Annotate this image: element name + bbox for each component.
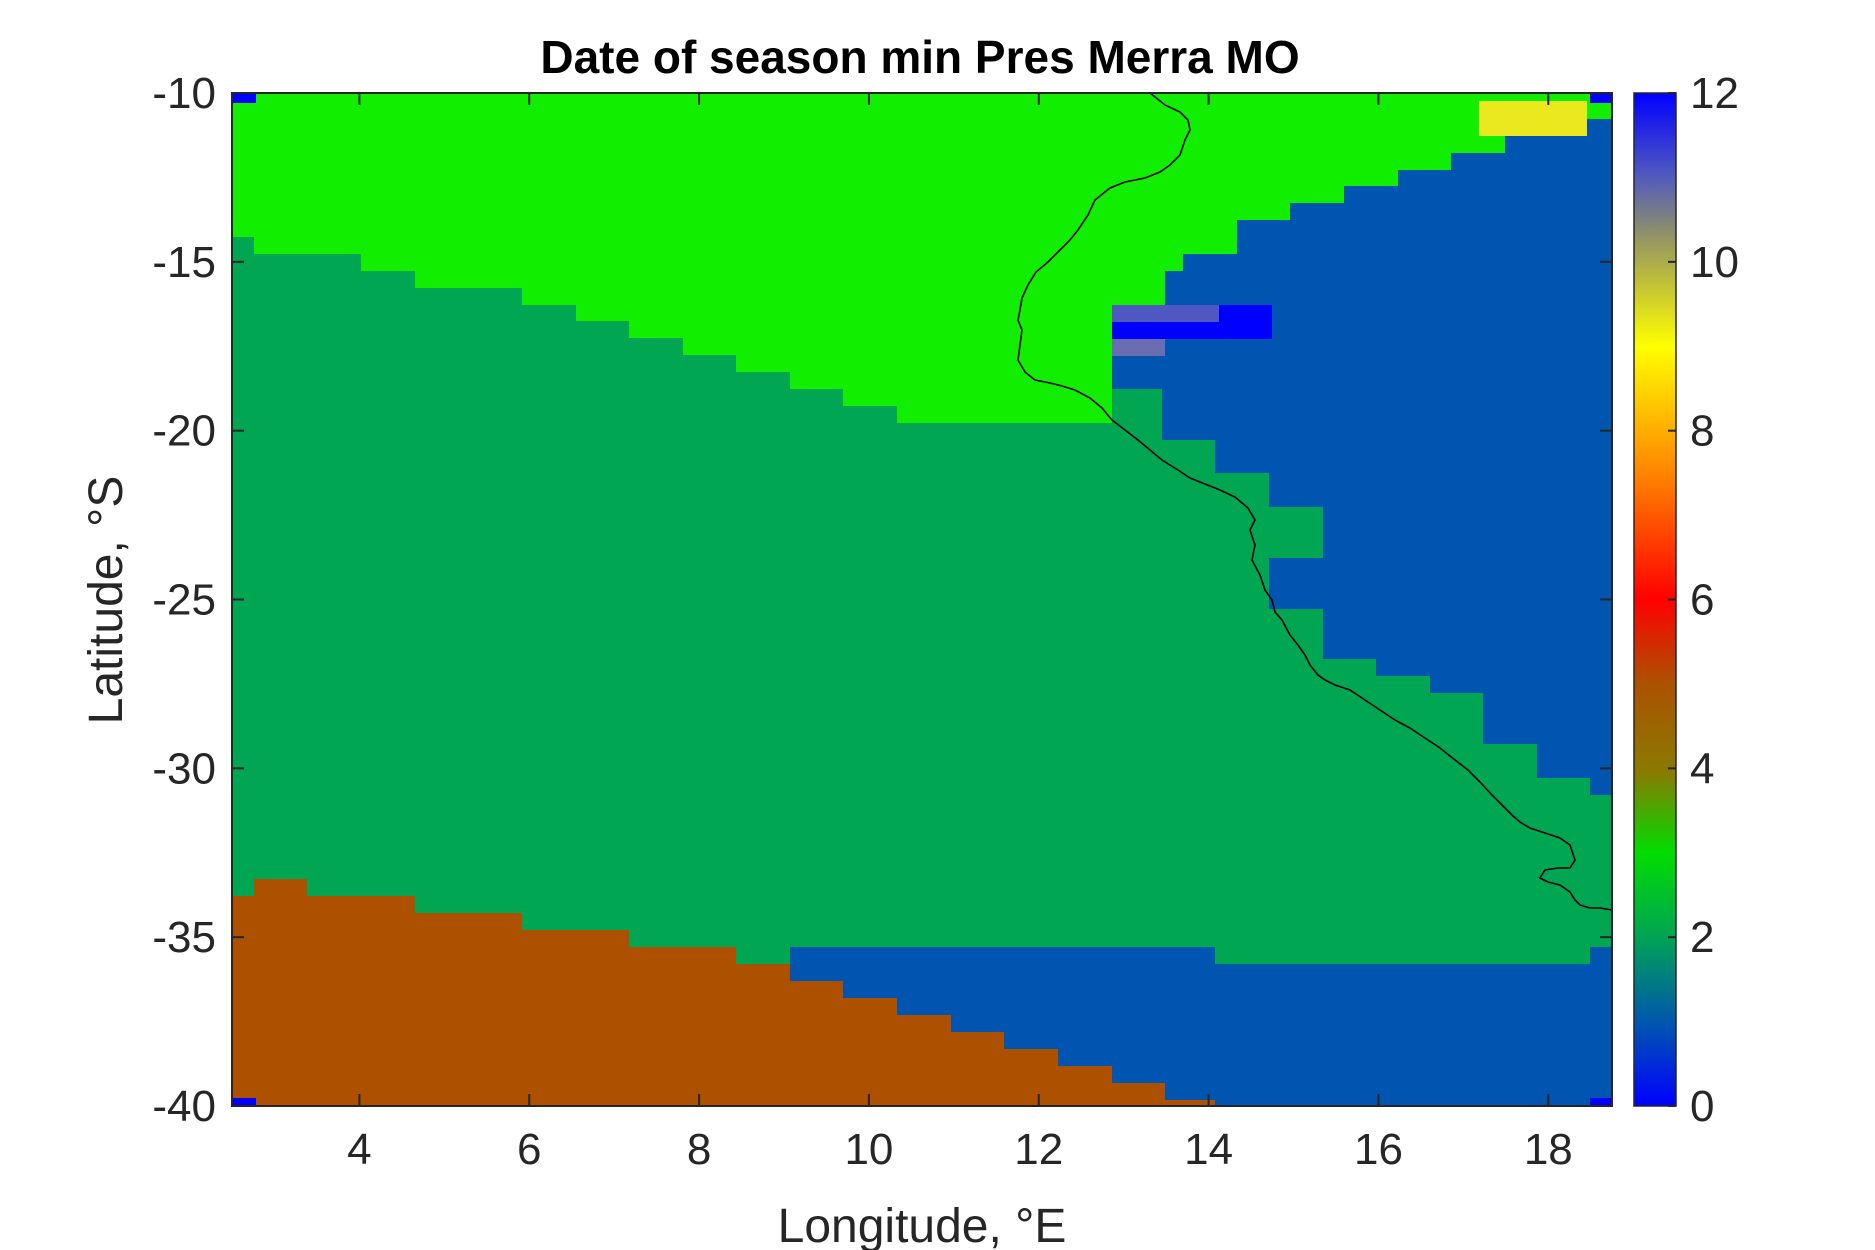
heatmap-area (232, 92, 1613, 1106)
cell-corner-blue-bl (232, 1098, 256, 1106)
region-north-plume (232, 93, 1612, 423)
coastline (1017, 92, 1613, 911)
x-tick-label: 8 (687, 1125, 711, 1174)
colorbar-tick-label: 10 (1690, 238, 1739, 287)
region-east-land (1112, 119, 1612, 795)
cell-special-purple (1112, 305, 1219, 322)
colorbar-tick-label: 12 (1690, 69, 1739, 118)
x-tick-label: 4 (347, 1125, 371, 1174)
x-axis-label: Longitude, °E (778, 1200, 1067, 1250)
y-tick-label: -40 (152, 1082, 216, 1131)
y-tick-label: -25 (152, 576, 216, 625)
colorbar-tick-label: 0 (1690, 1082, 1714, 1131)
chart-title: Date of season min Pres Merra MO (540, 31, 1299, 83)
colorbar-tick-label: 8 (1690, 407, 1714, 456)
y-tick-label: -35 (152, 913, 216, 962)
y-axis: -10 -15 -20 -25 -30 -35 -40 (152, 69, 1612, 1131)
y-tick-label: -10 (152, 69, 216, 118)
cell-special-yellow (1479, 101, 1587, 136)
colorbar-tick-label: 4 (1690, 744, 1714, 793)
x-tick-label: 16 (1354, 1125, 1403, 1174)
x-tick-label: 14 (1184, 1125, 1233, 1174)
y-tick-label: -30 (152, 744, 216, 793)
cell-corner-blue-br (1590, 1098, 1612, 1106)
y-tick-label: -20 (152, 407, 216, 456)
colorbar-tick-label: 2 (1690, 913, 1714, 962)
x-tick-label: 10 (844, 1125, 893, 1174)
cell-corner-blue-tl (232, 93, 256, 103)
cell-corner-blue-tr (1590, 93, 1612, 103)
x-axis: 4 6 8 10 12 14 16 18 (347, 93, 1573, 1174)
y-axis-label: Latitude, °S (80, 476, 133, 725)
y-tick-label: -15 (152, 238, 216, 287)
x-tick-label: 12 (1014, 1125, 1063, 1174)
cell-special-blue (1112, 322, 1272, 339)
colorbar-tick-label: 6 (1690, 576, 1714, 625)
cell-special-lavender (1112, 339, 1165, 356)
region-southwest (232, 879, 1215, 1106)
cell-special-blue-2 (1219, 305, 1272, 322)
x-tick-label: 6 (517, 1125, 541, 1174)
colorbar-ticks: 0 2 4 6 8 10 12 (1668, 69, 1739, 1131)
x-tick-label: 18 (1524, 1125, 1573, 1174)
